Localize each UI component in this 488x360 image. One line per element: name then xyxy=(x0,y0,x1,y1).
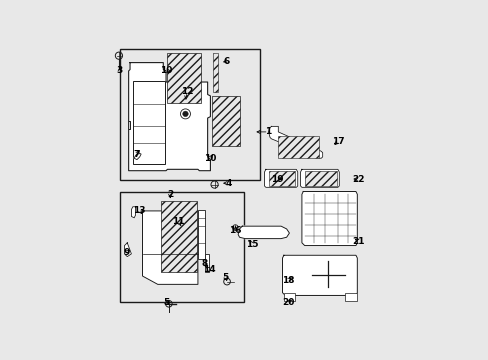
Polygon shape xyxy=(124,243,131,257)
Text: 11: 11 xyxy=(172,217,184,226)
Text: 21: 21 xyxy=(352,237,364,246)
Bar xyxy=(278,136,318,158)
Text: 20: 20 xyxy=(281,298,294,307)
Text: 6: 6 xyxy=(224,57,230,66)
Polygon shape xyxy=(238,226,289,239)
Bar xyxy=(284,293,294,301)
Polygon shape xyxy=(134,153,141,159)
Bar xyxy=(304,171,336,186)
Text: 2: 2 xyxy=(167,190,173,199)
Polygon shape xyxy=(128,63,210,171)
Bar xyxy=(198,210,204,260)
Bar xyxy=(133,81,164,164)
Bar xyxy=(344,293,357,301)
Text: 22: 22 xyxy=(352,175,364,184)
Bar xyxy=(204,254,208,272)
Polygon shape xyxy=(264,169,297,187)
Text: 12: 12 xyxy=(180,87,193,96)
Bar xyxy=(167,53,200,103)
Text: 4: 4 xyxy=(225,179,231,188)
Text: 5: 5 xyxy=(163,298,169,307)
Text: 18: 18 xyxy=(281,276,294,285)
Polygon shape xyxy=(301,192,357,246)
Text: 10: 10 xyxy=(204,154,216,163)
Bar xyxy=(120,192,243,302)
Text: 19: 19 xyxy=(270,175,283,184)
Text: 17: 17 xyxy=(331,137,344,146)
Text: 8: 8 xyxy=(202,259,207,268)
Text: 1: 1 xyxy=(265,127,271,136)
Text: 16: 16 xyxy=(229,226,241,235)
Bar xyxy=(120,49,260,180)
Text: 13: 13 xyxy=(133,206,146,215)
Circle shape xyxy=(183,111,188,117)
Text: 15: 15 xyxy=(245,240,258,249)
Polygon shape xyxy=(282,255,357,296)
Text: 9: 9 xyxy=(123,248,129,257)
Text: 7: 7 xyxy=(134,149,140,158)
Bar xyxy=(268,171,294,186)
Bar xyxy=(160,201,196,272)
Bar xyxy=(211,96,239,146)
Text: 10: 10 xyxy=(160,66,172,75)
Polygon shape xyxy=(268,126,322,158)
Text: 14: 14 xyxy=(203,265,215,274)
Polygon shape xyxy=(131,207,135,218)
Polygon shape xyxy=(142,211,198,284)
Polygon shape xyxy=(300,169,339,187)
Text: 5: 5 xyxy=(222,273,228,282)
Text: 3: 3 xyxy=(117,66,122,75)
Bar xyxy=(213,53,218,92)
